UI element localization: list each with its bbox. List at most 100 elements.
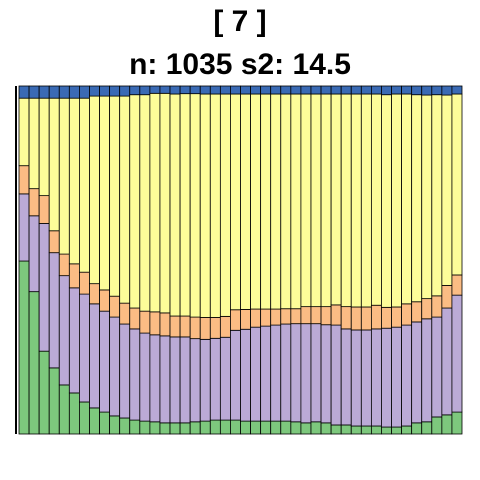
bar-32-purple	[331, 325, 341, 425]
bar-41-green	[422, 422, 432, 434]
bar-7-blue	[79, 86, 89, 98]
bar-15-orange	[160, 313, 170, 336]
bar-37-orange	[381, 307, 391, 328]
bar-12-green	[130, 420, 140, 434]
bar-11-purple	[120, 324, 130, 418]
bar-30-blue	[311, 86, 321, 94]
bar-40-orange	[412, 302, 422, 322]
bar-5-blue	[59, 86, 69, 98]
bar-12-purple	[130, 329, 140, 420]
bar-36-purple	[371, 329, 381, 426]
bar-10-green	[110, 416, 120, 434]
bar-31-green	[321, 423, 331, 434]
bar-34-orange	[351, 307, 361, 330]
bar-39-purple	[402, 325, 412, 426]
bar-27-yellow	[281, 94, 291, 309]
bar-3-purple	[39, 223, 49, 351]
bar-41-orange	[422, 299, 432, 319]
bar-10-blue	[110, 86, 120, 96]
bar-4-purple	[49, 253, 59, 368]
bar-25-purple	[261, 326, 271, 421]
bar-5-yellow	[59, 98, 69, 254]
bar-9-green	[100, 412, 110, 434]
bar-1-purple	[19, 194, 29, 261]
bar-20-blue	[210, 86, 220, 94]
bar-5-green	[59, 385, 69, 434]
bar-8-orange	[89, 284, 99, 304]
bar-6-purple	[69, 288, 79, 393]
bar-17-purple	[180, 337, 190, 423]
bar-9-blue	[100, 86, 110, 96]
bar-40-blue	[412, 86, 422, 95]
bar-13-green	[140, 421, 150, 434]
bar-17-blue	[180, 86, 190, 94]
bar-33-orange	[341, 307, 351, 329]
bar-30-purple	[311, 324, 321, 422]
bar-29-blue	[301, 86, 311, 94]
bar-40-yellow	[412, 95, 422, 302]
bar-12-blue	[130, 86, 140, 95]
bar-29-yellow	[301, 94, 311, 307]
bar-7-purple	[79, 294, 89, 402]
bar-43-orange	[442, 285, 452, 308]
bar-8-blue	[89, 86, 99, 96]
bar-44-green	[452, 412, 462, 434]
bar-18-blue	[190, 86, 200, 94]
bar-16-yellow	[170, 94, 180, 316]
bar-26-blue	[271, 86, 281, 94]
bar-33-purple	[341, 329, 351, 425]
bar-34-yellow	[351, 94, 361, 307]
bar-24-purple	[251, 327, 261, 421]
bar-25-blue	[261, 86, 271, 94]
bar-15-yellow	[160, 93, 170, 313]
bar-7-green	[79, 402, 89, 434]
bar-35-blue	[361, 86, 371, 94]
bar-28-purple	[291, 324, 301, 422]
bar-42-green	[432, 417, 442, 434]
bar-24-yellow	[251, 94, 261, 309]
bar-37-blue	[381, 86, 391, 95]
bar-31-yellow	[321, 94, 331, 307]
bar-20-purple	[210, 338, 220, 420]
bar-15-purple	[160, 336, 170, 423]
bar-13-orange	[140, 311, 150, 333]
bar-31-purple	[321, 325, 331, 423]
bar-43-yellow	[442, 95, 452, 285]
bar-5-purple	[59, 276, 69, 385]
bar-8-purple	[89, 304, 99, 408]
bar-1-orange	[19, 166, 29, 194]
bar-10-yellow	[110, 96, 120, 296]
bar-32-green	[331, 425, 341, 434]
bar-35-purple	[361, 330, 371, 426]
bar-24-green	[251, 421, 261, 434]
bar-26-yellow	[271, 94, 281, 309]
bar-39-yellow	[402, 94, 412, 304]
bar-23-orange	[241, 309, 251, 329]
bar-37-purple	[381, 328, 391, 427]
bar-17-yellow	[180, 94, 190, 316]
bar-34-purple	[351, 330, 361, 426]
bar-6-yellow	[69, 98, 79, 264]
bar-27-orange	[281, 309, 291, 324]
bar-9-orange	[100, 290, 110, 311]
bar-13-purple	[140, 333, 150, 421]
bar-44-orange	[452, 275, 462, 295]
bar-38-orange	[392, 307, 402, 327]
bar-27-blue	[281, 86, 291, 94]
bar-38-blue	[392, 86, 402, 94]
bar-33-yellow	[341, 94, 351, 307]
bar-33-green	[341, 425, 351, 434]
bar-6-green	[69, 393, 79, 434]
bar-14-blue	[150, 86, 160, 93]
bar-43-purple	[442, 308, 452, 415]
bar-2-yellow	[29, 98, 39, 188]
bar-41-purple	[422, 319, 432, 422]
bar-31-orange	[321, 307, 331, 325]
bar-14-yellow	[150, 93, 160, 312]
bar-19-blue	[200, 86, 210, 94]
bar-16-green	[170, 423, 180, 434]
bar-25-yellow	[261, 94, 271, 309]
bar-1-yellow	[19, 98, 29, 166]
bar-4-blue	[49, 86, 59, 98]
bar-36-green	[371, 426, 381, 434]
